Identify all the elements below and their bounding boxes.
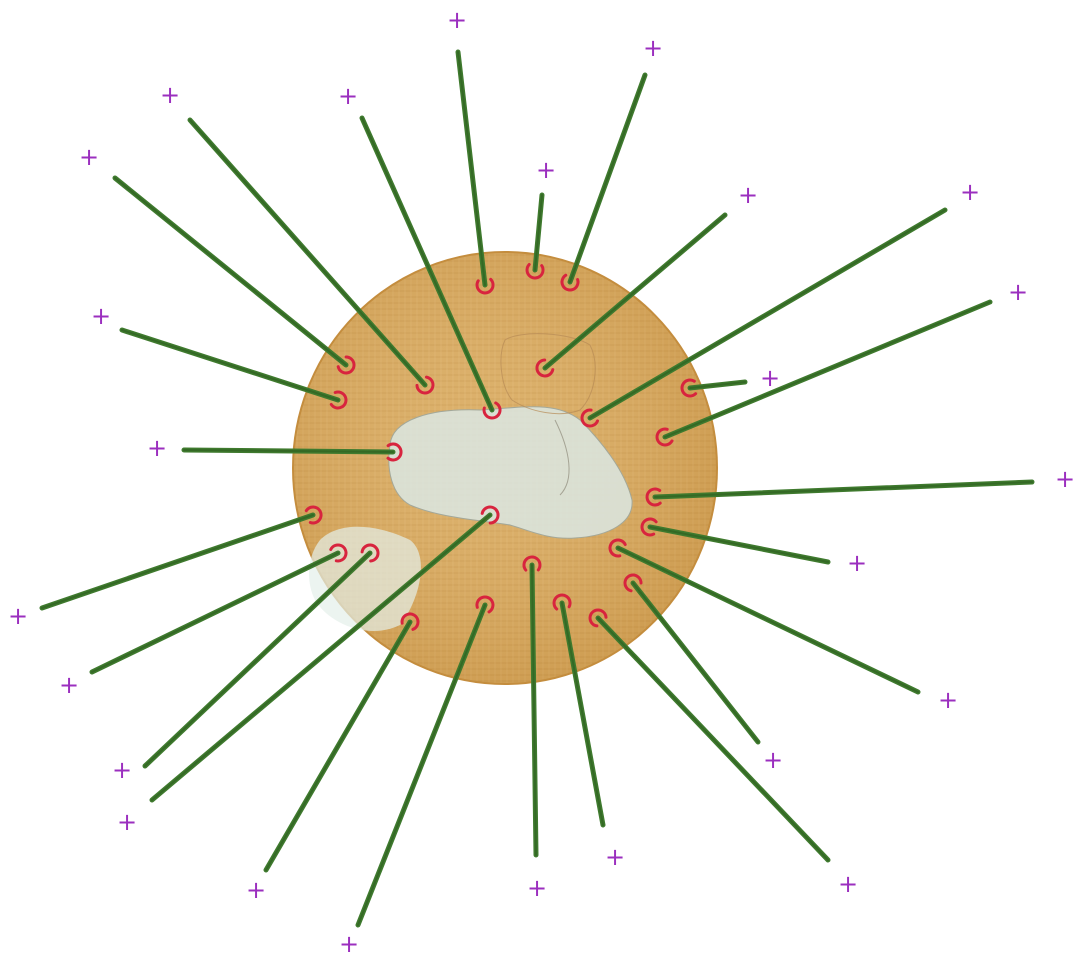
tip-marker-8: + <box>1055 465 1075 493</box>
tip-marker-2: + <box>536 156 556 184</box>
tip-marker-group: + + + + + + + + + + + + + + + + + + + + + + + + + <box>8 6 1075 958</box>
spike-19-shade <box>91 552 339 673</box>
spike-8-shade <box>654 481 1033 498</box>
spike-16-shade <box>265 621 411 871</box>
base-marker-4 <box>535 358 555 378</box>
base-marker-16 <box>400 612 420 631</box>
spike-25-shade <box>361 117 493 411</box>
spike-11-shade <box>632 582 759 743</box>
tip-marker-16: + <box>246 876 266 904</box>
tip-marker-24: + <box>160 81 180 109</box>
base-marker-7 <box>655 427 674 447</box>
spike-23-shade <box>114 177 347 366</box>
tip-marker-11: + <box>763 746 783 774</box>
spike-15-shade <box>357 604 486 926</box>
tip-marker-19: + <box>59 671 79 699</box>
base-marker-21 <box>386 442 403 462</box>
base-marker-13 <box>552 593 572 611</box>
base-marker-1 <box>475 277 495 295</box>
tip-marker-22: + <box>91 302 111 330</box>
base-marker-6 <box>680 378 698 398</box>
base-marker-2 <box>525 263 545 280</box>
tip-marker-5: + <box>960 178 980 206</box>
tip-marker-3: + <box>643 34 663 62</box>
base-marker-18 <box>480 505 500 525</box>
base-marker-9 <box>640 517 658 537</box>
base-marker-11 <box>623 573 643 593</box>
spike-24-shade <box>189 119 426 386</box>
spike-21-shade <box>183 449 394 453</box>
base-marker-22 <box>329 390 348 410</box>
base-marker-23 <box>336 355 356 375</box>
spike-20-shade <box>41 514 314 609</box>
spike-10-shade <box>617 547 919 693</box>
base-marker-10 <box>608 538 627 558</box>
spike-14-shade <box>531 564 537 856</box>
tip-marker-4: + <box>738 181 758 209</box>
tip-marker-12: + <box>838 870 858 898</box>
spike-2-shade <box>534 194 543 271</box>
spike-13-shade <box>561 602 604 826</box>
spike-4-shade <box>544 214 726 369</box>
base-marker-19 <box>329 543 348 563</box>
tip-marker-21: + <box>147 434 167 462</box>
base-marker-12 <box>588 608 608 628</box>
spike-22-shade <box>121 329 339 401</box>
tip-marker-7: + <box>1008 278 1028 306</box>
base-marker-8 <box>645 487 662 507</box>
base-marker-24 <box>415 375 435 395</box>
spike-9-shade <box>649 526 829 563</box>
spike-1-shade <box>457 51 486 286</box>
base-marker-14 <box>522 555 542 572</box>
spike-18-shade <box>151 514 491 801</box>
base-marker-group <box>304 263 698 631</box>
spike-5-shade <box>589 209 946 419</box>
base-marker-17 <box>360 543 380 563</box>
tip-marker-10: + <box>938 686 958 714</box>
tip-marker-13: + <box>605 843 625 871</box>
tip-marker-18: + <box>117 808 137 836</box>
tip-marker-25: + <box>338 82 358 110</box>
spike-7-shade <box>664 301 991 438</box>
spike-3-shade <box>569 74 646 283</box>
spike-12-shade <box>597 617 829 861</box>
tip-marker-14: + <box>527 874 547 902</box>
spike-6-shade <box>689 381 746 389</box>
spike-17-shade <box>144 552 371 767</box>
tip-marker-15: + <box>339 930 359 958</box>
base-marker-3 <box>560 273 580 292</box>
tip-marker-23: + <box>79 143 99 171</box>
tip-marker-9: + <box>847 549 867 577</box>
base-marker-5 <box>580 408 599 428</box>
tip-marker-17: + <box>112 756 132 784</box>
spike-group <box>39 49 1035 928</box>
tip-marker-1: + <box>447 6 467 34</box>
base-marker-20 <box>304 505 323 525</box>
tip-marker-6: + <box>760 364 780 392</box>
tip-marker-20: + <box>8 602 28 630</box>
base-marker-15 <box>475 595 495 614</box>
base-marker-25 <box>482 401 502 420</box>
